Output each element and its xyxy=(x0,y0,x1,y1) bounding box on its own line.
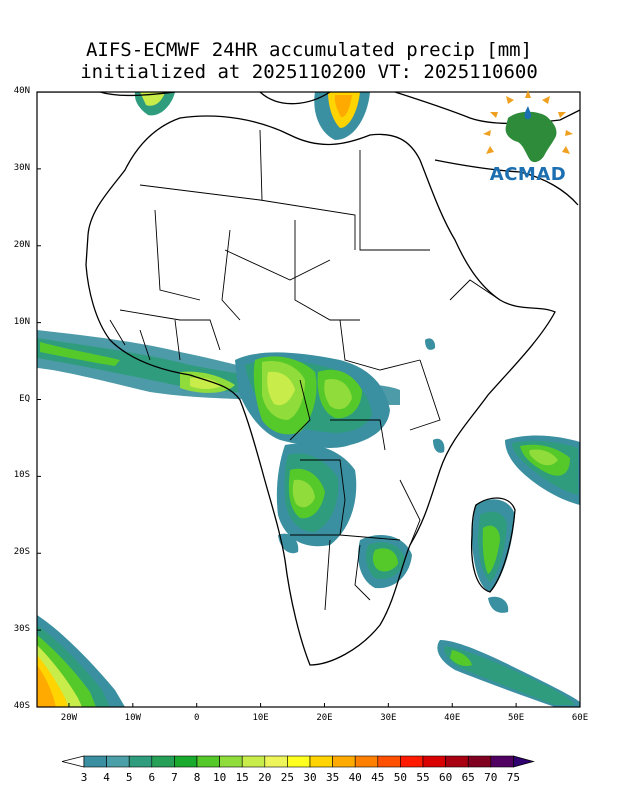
lon-label: 10E xyxy=(252,713,269,723)
colorbar-box xyxy=(422,755,446,768)
colorbar-label: 40 xyxy=(348,771,362,784)
country-borders xyxy=(109,129,501,611)
colorbar-label: 50 xyxy=(393,771,408,784)
colorbar-label: 65 xyxy=(461,771,475,784)
colorbar-box xyxy=(83,755,107,768)
colorbar-label: 55 xyxy=(416,771,430,784)
lon-label: 20W xyxy=(60,713,78,723)
colorbar-box xyxy=(400,755,424,768)
precip-fields xyxy=(37,92,580,707)
acmad-logo-text: ACMAD xyxy=(489,164,567,185)
lat-label: 30N xyxy=(13,162,30,173)
colorbar-label: 15 xyxy=(235,771,249,784)
colorbar-label: 4 xyxy=(103,771,110,784)
acmad-logo xyxy=(483,90,573,163)
colorbar-label: 20 xyxy=(258,771,272,784)
colorbar-box xyxy=(445,755,469,768)
colorbar-box xyxy=(174,755,198,768)
colorbar-label: 10 xyxy=(212,771,227,784)
colorbar-box xyxy=(309,755,333,768)
lat-label: 20S xyxy=(13,547,30,558)
colorbar-box xyxy=(467,755,492,768)
colorbar-label: 7 xyxy=(171,771,178,784)
colorbar-box xyxy=(354,755,379,768)
colorbar-label: 25 xyxy=(280,771,295,784)
lon-label: 20E xyxy=(316,713,333,723)
colorbar-label: 30 xyxy=(303,771,317,784)
lat-label: 20N xyxy=(13,239,30,250)
colorbar-box xyxy=(128,755,153,768)
colorbar xyxy=(61,755,535,768)
axis-ticks xyxy=(37,91,581,708)
colorbar-label: 5 xyxy=(125,771,133,784)
colorbar-label: 70 xyxy=(484,771,498,784)
colorbar-label: 8 xyxy=(193,771,201,784)
colorbar-min-triangle xyxy=(61,755,85,768)
lon-label: 10W xyxy=(124,713,141,723)
colorbar-box xyxy=(196,755,220,768)
lat-label: EQ xyxy=(19,393,30,404)
colorbar-box xyxy=(287,755,311,768)
colorbar-label: 45 xyxy=(371,771,385,784)
lat-label: 30S xyxy=(13,624,30,635)
colorbar-label: 75 xyxy=(506,771,521,784)
colorbar-label: 35 xyxy=(325,771,340,784)
coastlines xyxy=(37,92,580,666)
lon-label: 50E xyxy=(507,713,525,723)
lat-label: 40N xyxy=(13,86,30,96)
lon-label: 40E xyxy=(444,713,461,723)
map-title-line1: AIFS-ECMWF 24HR accumulated precip [mm] xyxy=(85,39,533,61)
colorbar-box xyxy=(490,755,514,768)
colorbar-box xyxy=(264,755,288,768)
map-title-line2: initialized at 2025110200 VT: 2025110600 xyxy=(80,61,538,83)
colorbar-max-triangle xyxy=(513,755,535,768)
colorbar-label: 6 xyxy=(148,771,156,784)
colorbar-box xyxy=(151,755,175,768)
colorbar-box xyxy=(106,755,130,768)
lat-label: 10N xyxy=(13,316,30,327)
colorbar-box xyxy=(377,755,401,768)
lon-label: 60E xyxy=(571,713,589,723)
lat-label: 10S xyxy=(13,470,30,481)
lat-label: 40S xyxy=(13,701,30,711)
colorbar-box xyxy=(241,755,266,768)
colorbar-label: 3 xyxy=(80,771,88,784)
lon-label: 0 xyxy=(193,713,200,723)
colorbar-box xyxy=(332,755,356,768)
colorbar-label: 60 xyxy=(438,771,453,784)
colorbar-box xyxy=(219,755,243,768)
lon-label: 30E xyxy=(380,713,397,723)
